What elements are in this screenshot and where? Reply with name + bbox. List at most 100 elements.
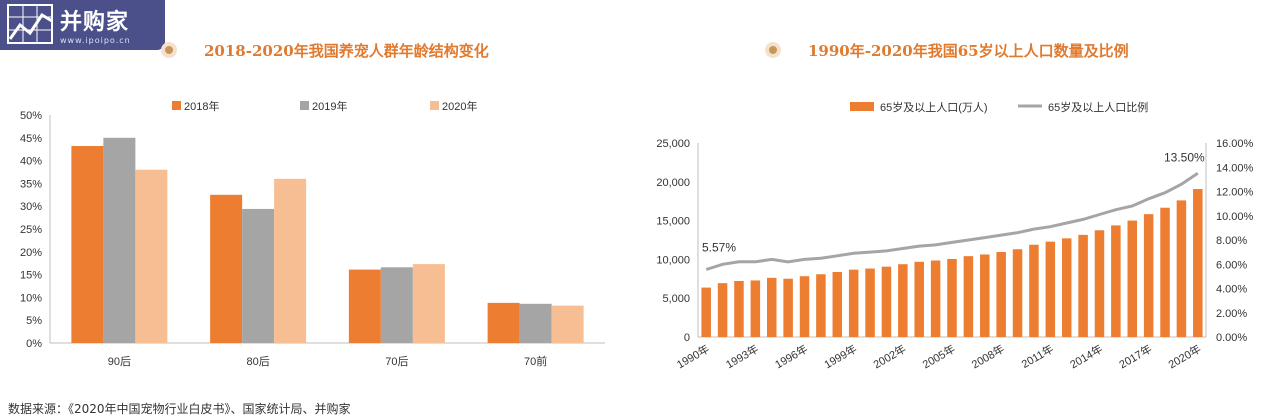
- bar: [783, 278, 793, 337]
- y-left-tick-label: 5,000: [662, 293, 690, 305]
- bar: [1045, 241, 1056, 337]
- bar: [412, 264, 445, 343]
- annotation-label: 5.57%: [702, 240, 736, 254]
- y-tick-label: 25%: [20, 224, 42, 236]
- bar: [1111, 225, 1121, 337]
- bar: [734, 280, 744, 337]
- age-structure-chart: 2018年 2019年 2020年 0% 5% 10% 15% 20% 25% 30% 35% 40…: [20, 99, 605, 368]
- legend-swatch: [430, 101, 439, 110]
- bar: [551, 305, 584, 343]
- bar: [701, 287, 711, 337]
- bar: [1193, 189, 1203, 337]
- legend-label: 2018年: [184, 99, 219, 113]
- y-left-tick-label: 25,000: [656, 138, 690, 150]
- y-right-tick-label: 12.00%: [1216, 187, 1254, 199]
- legend-label: 2019年: [312, 99, 347, 113]
- x-tick-label: 2020年: [1166, 341, 1204, 371]
- bar: [380, 267, 413, 343]
- y-tick-label: 15%: [20, 270, 42, 282]
- y-left-tick-label: 20,000: [656, 177, 690, 189]
- bar: [717, 283, 728, 337]
- bar: [980, 254, 990, 337]
- y-right-tick-label: 10.00%: [1216, 211, 1254, 223]
- legend-swatch: [300, 101, 309, 110]
- x-tick-label: 1990年: [674, 341, 712, 371]
- bar: [898, 264, 908, 337]
- x-tick-label: 1999年: [821, 341, 859, 371]
- x-tick-label: 2017年: [1116, 341, 1154, 371]
- y-right-tick-label: 8.00%: [1216, 235, 1247, 247]
- legend-label: 65岁及以上人口(万人): [880, 100, 988, 114]
- bar: [848, 269, 859, 337]
- ratio-line-path: [705, 172, 1199, 271]
- legend-swatch: [172, 101, 181, 110]
- x-tick-label: 70后: [385, 355, 408, 368]
- bar: [210, 194, 243, 343]
- y-right-tick-label: 6.00%: [1216, 259, 1247, 271]
- y-left-tick-label: 0: [684, 332, 690, 344]
- bars: [71, 137, 584, 343]
- bar: [930, 260, 941, 337]
- y-tick-label: 30%: [20, 201, 42, 213]
- y-left-tick-label: 15,000: [656, 216, 690, 228]
- bar: [71, 146, 104, 343]
- y-tick-label: 20%: [20, 247, 42, 259]
- bar: [1029, 244, 1039, 337]
- y-right-tick-label: 4.00%: [1216, 284, 1247, 296]
- bar: [832, 272, 843, 337]
- logo-url: www.ipoipo.cn: [60, 36, 131, 45]
- bar: [135, 169, 168, 343]
- y-tick-label: 45%: [20, 133, 42, 145]
- bar: [242, 208, 275, 343]
- logo: 并购家 www.ipoipo.cn: [0, 0, 165, 50]
- annotation-label: 13.50%: [1164, 150, 1205, 164]
- y-right-tick-label: 0.00%: [1216, 332, 1247, 344]
- bar: [914, 261, 924, 337]
- x-tick-label: 2008年: [969, 341, 1007, 371]
- right-chart-title: 1990年-2020年我国65岁以上人口数量及比例: [808, 42, 1129, 60]
- y-tick-label: 50%: [20, 110, 42, 122]
- y-right-tick-label: 16.00%: [1216, 138, 1254, 150]
- elderly-population-chart: 65岁及以上人口(万人) 65岁及以上人口比例 0 5,000 10,000 15,00…: [656, 100, 1254, 371]
- legend: 2018年 2019年 2020年: [172, 99, 477, 113]
- bar: [766, 277, 777, 337]
- bar: [103, 137, 136, 343]
- legend-swatch: [850, 102, 874, 111]
- bar: [1094, 230, 1105, 337]
- ratio-line: [705, 172, 1199, 271]
- bar: [487, 302, 520, 343]
- y-tick-label: 0%: [26, 338, 42, 350]
- bar: [750, 280, 761, 337]
- bar: [865, 268, 875, 337]
- bar: [947, 258, 957, 337]
- y-tick-label: 40%: [20, 156, 42, 168]
- bar: [881, 266, 892, 337]
- bar: [1078, 234, 1088, 337]
- y-right-tick-label: 14.00%: [1216, 162, 1254, 174]
- bar: [1176, 200, 1187, 337]
- title-bullet-icon: [161, 42, 177, 58]
- x-tick-label: 70前: [524, 354, 547, 368]
- logo-name: 并购家: [60, 10, 130, 35]
- bar: [1012, 249, 1023, 337]
- y-tick-label: 10%: [20, 292, 42, 304]
- x-tick-label: 1996年: [772, 341, 810, 371]
- y-tick-label: 5%: [26, 315, 42, 327]
- x-tick-label: 2005年: [920, 341, 958, 371]
- bars: [701, 189, 1203, 337]
- y-right-tick-label: 2.00%: [1216, 308, 1247, 320]
- bar: [963, 256, 974, 337]
- bar: [519, 303, 552, 343]
- legend-label: 2020年: [442, 99, 477, 113]
- x-tick-label: 80后: [247, 355, 270, 368]
- x-tick-label: 2002年: [871, 341, 909, 371]
- bar: [1160, 207, 1170, 337]
- bar: [799, 276, 810, 337]
- bar: [816, 274, 826, 337]
- chart-logo-icon: [7, 4, 53, 44]
- legend-label: 65岁及以上人口比例: [1048, 100, 1148, 114]
- bar: [1127, 220, 1138, 337]
- bar: [996, 251, 1006, 337]
- source-note: 数据来源：《2020年中国宠物行业白皮书》、国家统计局、并购家: [8, 402, 351, 416]
- y-left-tick-label: 10,000: [656, 254, 690, 266]
